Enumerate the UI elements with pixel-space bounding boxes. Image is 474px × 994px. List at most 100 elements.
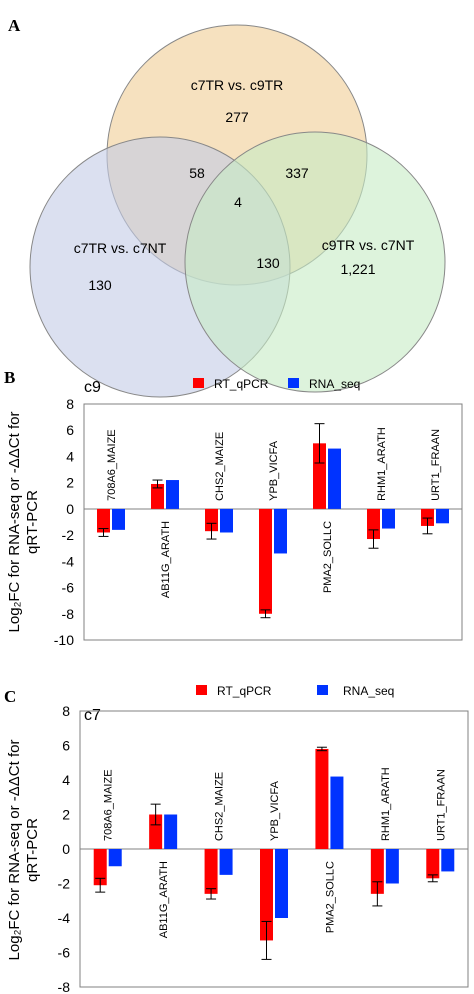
error-bar	[372, 881, 383, 907]
y-tick-label: -6	[58, 945, 71, 961]
category-label: RHM1_ARATH	[380, 767, 392, 841]
bar-rt-qpcr	[313, 443, 326, 509]
bar-rt-qpcr	[421, 508, 434, 526]
y-tick-label: 8	[66, 396, 74, 412]
y-tick-label: 2	[66, 475, 74, 491]
venn-circle-right	[184, 131, 446, 393]
chart-b-ylabel-line2: qRT-PCR	[24, 490, 41, 554]
bar-rna-seq	[275, 849, 288, 918]
category-label: AB11G_ARATH	[158, 861, 170, 938]
venn-count-left-only: 130	[88, 277, 112, 293]
bar-rt-qpcr	[205, 508, 218, 532]
bar-rt-qpcr	[93, 849, 107, 886]
error-bar	[422, 517, 433, 535]
y-tick-label: -6	[62, 580, 75, 596]
y-tick-label: 4	[66, 448, 74, 464]
bar-rt-qpcr	[315, 748, 329, 849]
venn-count-left-right: 130	[256, 255, 280, 271]
legend-b-label-rt-qpcr: RT_qPCR	[214, 377, 269, 391]
category-label: 708A6_MAIZE	[103, 769, 115, 841]
legend-b-swatch-rt-qpcr	[193, 378, 204, 388]
category-label: YPB_VICFA	[269, 780, 281, 841]
bar-rna-seq	[108, 849, 122, 867]
bar-rna-seq	[328, 448, 341, 509]
bar-rt-qpcr	[260, 849, 273, 941]
error-bar	[95, 877, 106, 893]
y-tick-label: 0	[62, 841, 70, 857]
chart-c-ylabel-line2: qRT-PCR	[24, 818, 41, 882]
bar-rna-seq	[330, 776, 344, 849]
error-bar	[206, 888, 217, 900]
venn-diagram: A c7TR vs. c9TR 277 c7TR vs. c7NT 130 c9…	[8, 16, 446, 398]
bar-rna-seq	[220, 508, 233, 533]
y-tick-label: -4	[62, 553, 75, 569]
chart-b-ylabel-line1: Log₂FC for RNA-seq or -ΔΔCt for	[6, 412, 23, 633]
legend-b-swatch-rna-seq	[288, 378, 299, 388]
bar-rt-qpcr	[259, 508, 272, 614]
bar-rna-seq	[382, 508, 395, 529]
chart-panel-b: B c9 RT_qPCR RNA_seq Log₂FC for RNA-seq …	[4, 368, 463, 648]
chart-b-title: c9	[84, 379, 101, 396]
y-tick-label: -2	[62, 527, 75, 543]
panel-label-b: B	[4, 368, 15, 387]
bar-rt-qpcr	[204, 849, 218, 894]
category-label: CHS2_MAIZE	[214, 432, 226, 501]
bar-rt-qpcr	[426, 849, 440, 879]
venn-set-label-left: c7TR vs. c7NT	[74, 240, 167, 256]
chart-b-y-axis: 8 6 4 2 0 -2 -4 -6 -8 -10	[54, 396, 74, 648]
error-bar	[98, 528, 109, 537]
category-label: PMA2_SOLLC	[322, 521, 334, 593]
bar-rna-seq	[219, 849, 233, 875]
error-bar	[427, 874, 438, 883]
y-tick-label: -2	[58, 876, 71, 892]
bar-rna-seq	[441, 849, 455, 872]
legend-b-label-rna-seq: RNA_seq	[309, 377, 360, 391]
category-label: AB11G_ARATH	[160, 521, 172, 598]
category-label: CHS2_MAIZE	[214, 772, 226, 841]
category-label: PMA2_SOLLC	[324, 861, 336, 933]
error-bar	[152, 479, 163, 489]
error-bar	[316, 746, 327, 752]
bar-rna-seq	[164, 814, 178, 849]
venn-set-label-right: c9TR vs. c7NT	[322, 237, 415, 253]
bar-rna-seq	[385, 849, 399, 884]
y-tick-label: -8	[58, 979, 71, 994]
error-bar	[206, 522, 217, 540]
legend-c-label-rt-qpcr: RT_qPCR	[217, 684, 272, 698]
y-tick-label: 2	[62, 807, 70, 823]
bar-rt-qpcr	[367, 508, 380, 540]
venn-count-all: 4	[234, 194, 242, 210]
y-tick-label: 0	[66, 501, 74, 517]
venn-count-top-left: 58	[189, 165, 205, 181]
legend-c-label-rna-seq: RNA_seq	[343, 684, 394, 698]
error-bar	[150, 803, 161, 826]
category-label: URT1_FRAAN	[430, 429, 442, 501]
y-tick-label: -10	[54, 632, 74, 648]
y-tick-label: 8	[62, 703, 70, 719]
venn-set-label-top: c7TR vs. c9TR	[191, 77, 284, 93]
y-tick-label: 4	[62, 772, 70, 788]
y-tick-label: -8	[62, 606, 75, 622]
chart-c-bars: 708A6_MAIZE AB11G_ARATH CHS2_MAIZE YPB_VICF…	[93, 746, 455, 960]
panel-label-a: A	[8, 16, 21, 35]
bar-rt-qpcr	[370, 849, 384, 894]
venn-count-top-right: 337	[285, 165, 309, 181]
error-bar	[314, 423, 325, 464]
chart-panel-c: C c7 RT_qPCR RNA_seq Log₂FC for RNA-seq …	[4, 684, 469, 994]
chart-c-ylabel-line1: Log₂FC for RNA-seq or -ΔΔCt for	[6, 740, 23, 961]
y-tick-label: 6	[62, 738, 70, 754]
category-label: URT1_FRAAN	[435, 769, 447, 841]
chart-b-frame	[83, 403, 463, 641]
venn-count-right-only: 1,221	[340, 261, 375, 277]
bar-rna-seq	[274, 508, 287, 554]
legend-c-swatch-rt-qpcr	[196, 685, 207, 695]
error-bar	[261, 920, 272, 960]
legend-c-swatch-rna-seq	[317, 685, 328, 695]
bar-rna-seq	[112, 508, 125, 530]
chart-c-title: c7	[84, 707, 101, 724]
bar-rt-qpcr	[151, 483, 164, 509]
bar-rt-qpcr	[97, 508, 110, 533]
chart-b-bars: 708A6_MAIZE AB11G_ARATH CHS2_MAIZE YPB_VICF…	[97, 423, 449, 619]
bar-rna-seq	[166, 480, 179, 509]
